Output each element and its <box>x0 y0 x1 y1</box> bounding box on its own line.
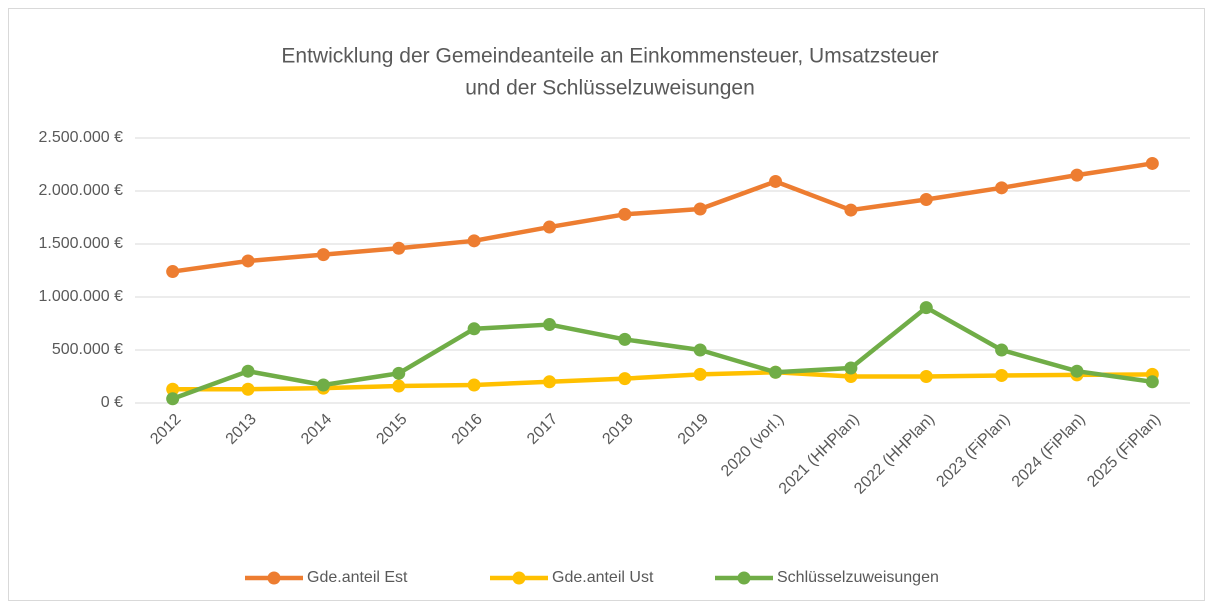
data-point <box>769 174 783 188</box>
y-tick-label: 2.000.000 € <box>38 182 123 199</box>
data-point <box>1070 168 1084 182</box>
data-point <box>392 379 406 393</box>
data-point <box>693 343 707 357</box>
data-point <box>919 301 933 315</box>
data-point <box>241 364 255 378</box>
data-point <box>995 368 1009 382</box>
y-tick-label: 1.000.000 € <box>38 288 123 305</box>
series-line <box>171 305 1153 401</box>
legend-label: Gde.anteil Est <box>307 569 408 586</box>
chart-title: und der Schlüsselzuweisungen <box>465 77 755 100</box>
y-tick-label: 1.500.000 € <box>38 235 123 252</box>
data-point <box>392 241 406 255</box>
data-point <box>1070 364 1084 378</box>
series-line <box>172 370 1153 392</box>
data-point <box>995 343 1009 357</box>
data-point <box>693 202 707 216</box>
data-point <box>166 392 180 406</box>
data-point <box>844 361 858 375</box>
data-point <box>693 367 707 381</box>
data-point <box>467 378 481 392</box>
data-point <box>1145 156 1159 170</box>
data-point <box>392 366 406 380</box>
data-point <box>467 322 481 336</box>
data-point <box>1145 375 1159 389</box>
data-point <box>241 254 255 268</box>
data-point <box>844 203 858 217</box>
data-point <box>467 234 481 248</box>
data-point <box>316 248 330 262</box>
legend-label: Schlüsselzuweisungen <box>777 569 939 586</box>
data-point <box>166 382 180 396</box>
y-tick-label: 500.000 € <box>52 341 123 358</box>
data-point <box>166 265 180 279</box>
chart-title: Entwicklung der Gemeindeanteile an Einko… <box>281 45 938 68</box>
y-tick-label: 0 € <box>101 394 123 411</box>
data-point <box>542 318 556 332</box>
data-point <box>919 192 933 206</box>
data-point <box>241 382 255 396</box>
data-point <box>618 332 632 346</box>
legend-label: Gde.anteil Ust <box>552 569 654 586</box>
y-tick-label: 2.500.000 € <box>38 129 123 146</box>
data-point <box>618 207 632 221</box>
series-line <box>172 161 1153 274</box>
data-point <box>769 365 783 379</box>
data-point <box>995 181 1009 195</box>
data-point <box>542 220 556 234</box>
data-point <box>618 372 632 386</box>
legend-swatch-marker <box>267 571 281 585</box>
chart-border <box>8 8 1205 601</box>
legend-swatch-marker <box>512 571 526 585</box>
legend-swatch-marker <box>737 571 751 585</box>
data-point <box>919 370 933 383</box>
data-point <box>316 378 330 392</box>
data-point <box>542 375 556 389</box>
